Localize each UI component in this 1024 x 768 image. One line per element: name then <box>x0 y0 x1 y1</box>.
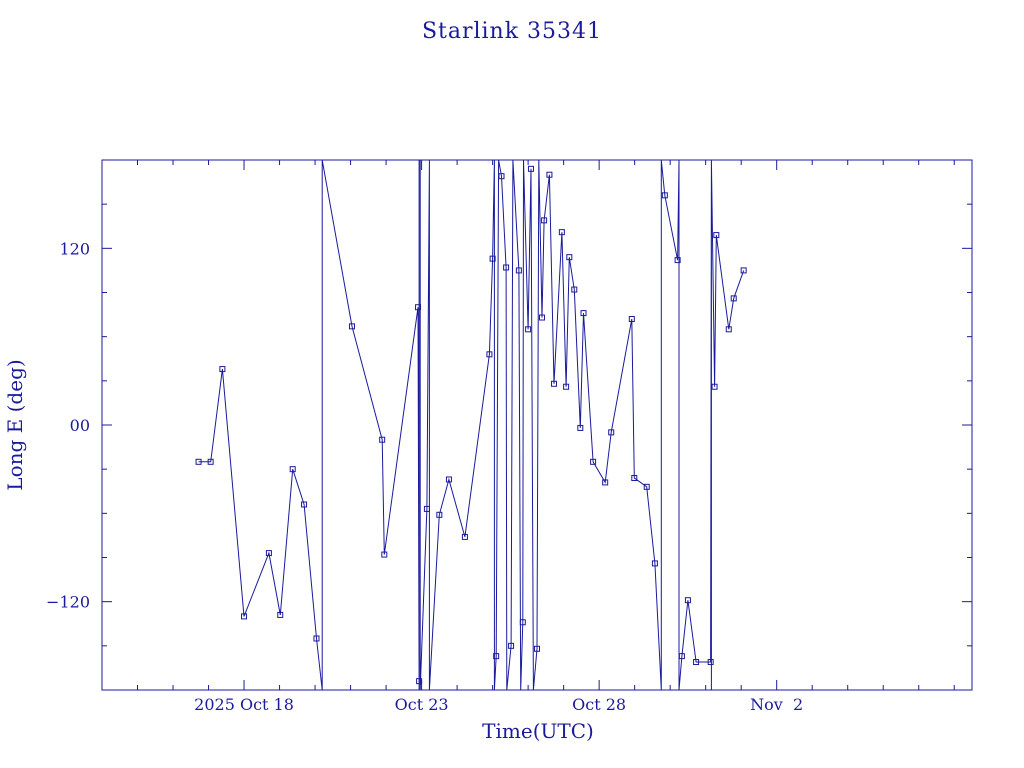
data-point <box>219 366 226 373</box>
data-point <box>461 533 468 540</box>
x-axis-label: Time(UTC) <box>482 719 594 743</box>
data-point <box>538 314 545 321</box>
data-point <box>525 326 532 333</box>
longitude-series-line <box>198 160 745 690</box>
data-point <box>566 254 573 261</box>
chart-title: Starlink 35341 <box>422 19 602 44</box>
data-point <box>546 171 553 178</box>
data-point <box>503 264 510 271</box>
data-point <box>289 466 296 473</box>
data-point <box>493 653 500 660</box>
data-point <box>730 295 737 302</box>
data-point <box>577 424 584 431</box>
data-point <box>348 323 355 330</box>
data-point <box>713 232 720 239</box>
data-point <box>498 173 505 180</box>
data-point <box>558 229 565 236</box>
data-point <box>508 642 515 649</box>
data-point <box>541 217 548 224</box>
data-point <box>580 310 587 317</box>
y-tick-label: 120 <box>59 239 90 258</box>
data-point <box>416 678 423 685</box>
data-point <box>571 286 578 293</box>
data-point <box>486 351 493 358</box>
data-point <box>534 645 540 652</box>
x-tick-label: Oct 28 <box>572 695 626 714</box>
data-point <box>527 165 534 172</box>
data-point <box>265 550 272 557</box>
data-point <box>415 304 422 311</box>
data-point <box>608 429 615 436</box>
data-point-markers <box>195 165 747 685</box>
data-point <box>515 267 522 274</box>
data-point <box>423 505 430 512</box>
data-point <box>651 560 658 567</box>
data-point <box>241 613 248 620</box>
plot-area <box>195 160 747 690</box>
data-point <box>725 326 732 333</box>
data-point <box>277 611 284 618</box>
data-point <box>684 597 691 604</box>
data-point <box>631 475 638 481</box>
data-point <box>445 476 452 483</box>
y-tick-label: −120 <box>46 593 90 612</box>
data-point <box>379 436 386 443</box>
data-point <box>301 501 308 508</box>
data-point <box>674 257 681 264</box>
data-point <box>313 635 320 642</box>
data-point <box>590 458 597 465</box>
data-point <box>643 483 650 490</box>
data-point <box>436 511 443 518</box>
data-point <box>602 479 609 486</box>
data-point <box>381 551 388 558</box>
data-point <box>195 458 202 465</box>
data-point <box>693 659 700 666</box>
data-point <box>678 653 685 660</box>
y-tick-labels: −120 00 120 <box>46 239 90 611</box>
data-point <box>740 267 747 274</box>
x-tick-labels: 2025 Oct 18 Oct 23 Oct 28 Nov 2 <box>194 695 803 714</box>
y-tick-label: 00 <box>70 416 90 435</box>
data-point <box>707 659 714 666</box>
data-point <box>711 383 718 390</box>
data-point <box>551 380 558 387</box>
x-tick-label: Oct 23 <box>395 695 449 714</box>
y-axis-label: Long E (deg) <box>3 359 27 490</box>
axis-ticks <box>101 159 972 691</box>
data-point <box>661 192 668 199</box>
data-point <box>519 619 526 626</box>
data-point <box>628 316 635 322</box>
data-point <box>207 458 214 465</box>
x-tick-label: Nov 2 <box>750 695 803 714</box>
data-point <box>489 255 496 262</box>
x-tick-label: 2025 Oct 18 <box>194 695 294 714</box>
data-point <box>563 383 570 390</box>
